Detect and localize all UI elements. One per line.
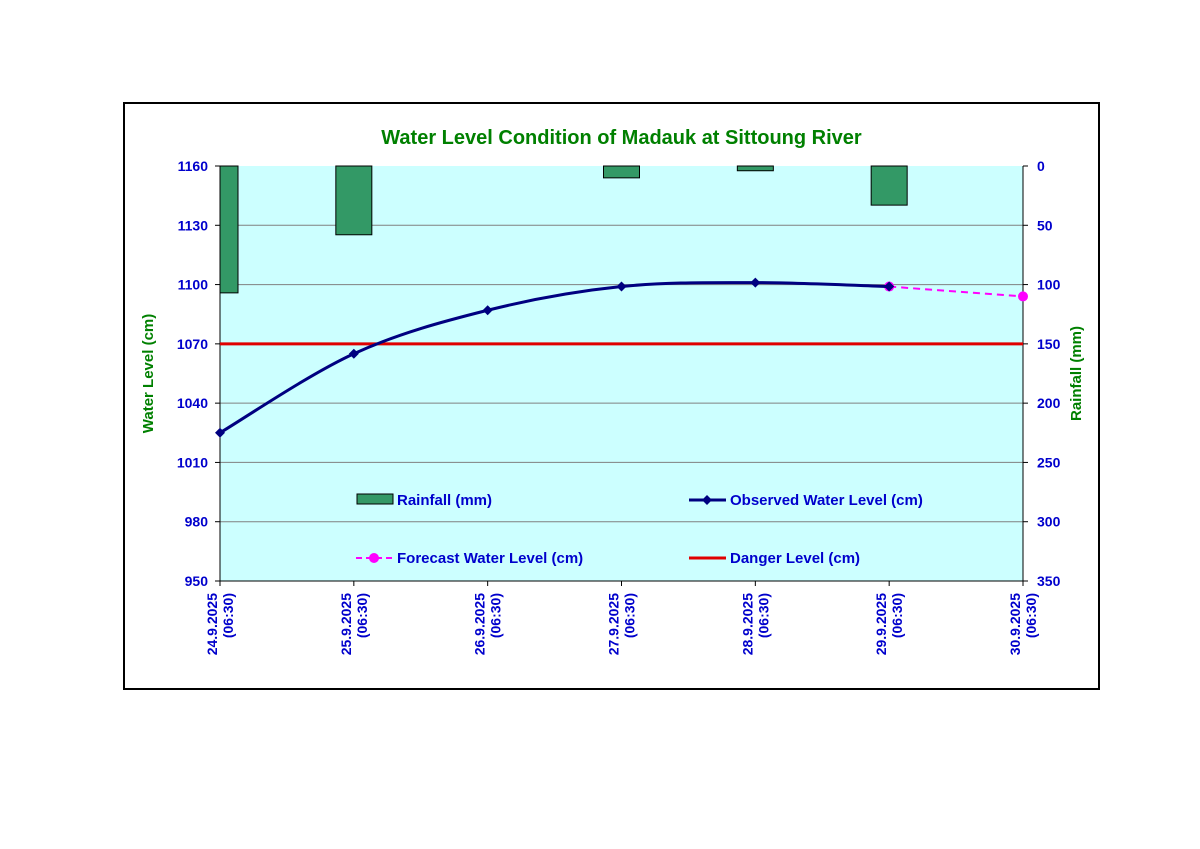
- left-tick-label: 1040: [177, 395, 208, 411]
- legend-observed-marker: [702, 495, 712, 505]
- chart-frame: Water Level Condition of Madauk at Sitto…: [123, 102, 1100, 690]
- observed-point: [215, 427, 225, 438]
- chart-title: Water Level Condition of Madauk at Sitto…: [381, 127, 862, 149]
- rainfall-bar: [870, 165, 908, 206]
- left-tick-label: 1160: [178, 158, 209, 174]
- rainfall-bar: [603, 165, 640, 179]
- left-tick-label: 1100: [178, 277, 209, 293]
- left-tick-label: 980: [185, 514, 209, 530]
- left-tick-label: 1130: [178, 217, 209, 233]
- rainfall-bar: [736, 165, 774, 172]
- x-tick-label: 25.9.2025(06:30): [338, 593, 370, 655]
- observed-line: [219, 281, 890, 435]
- x-tick-label: 30.9.2025(06:30): [1007, 593, 1039, 655]
- left-axis-title: Water Level (cm): [140, 314, 157, 433]
- left-tick-label: 950: [185, 573, 209, 589]
- x-tick-label: 26.9.2025(06:30): [472, 593, 504, 655]
- observed-point: [750, 277, 761, 288]
- forecast-point: [1018, 291, 1028, 302]
- right-tick-label: 50: [1037, 217, 1053, 233]
- observed-point: [616, 281, 627, 292]
- legend-danger-label: Danger Level (cm): [730, 550, 860, 567]
- rainfall-bar: [335, 165, 373, 236]
- x-tick-label: 29.9.2025(06:30): [873, 593, 905, 655]
- legend-rainfall-label: Rainfall (mm): [397, 492, 492, 509]
- water-level-chart: Water Level Condition of Madauk at Sitto…: [140, 127, 1085, 655]
- legend-forecast-marker: [369, 553, 379, 563]
- legend-rainfall-swatch: [356, 493, 394, 505]
- forecast-line: [889, 285, 1024, 298]
- right-tick-label: 0: [1037, 158, 1045, 174]
- observed-point: [482, 305, 493, 316]
- right-tick-label: 200: [1037, 395, 1061, 411]
- legend-forecast-label: Forecast Water Level (cm): [397, 550, 583, 567]
- x-tick-label: 28.9.2025(06:30): [739, 593, 771, 655]
- right-tick-label: 150: [1037, 336, 1061, 352]
- right-tick-label: 100: [1037, 277, 1061, 293]
- rainfall-bar: [219, 165, 239, 294]
- left-tick-label: 1070: [177, 336, 208, 352]
- x-tick-label: 24.9.2025(06:30): [204, 593, 236, 655]
- left-tick-label: 1010: [177, 454, 208, 470]
- right-tick-label: 300: [1037, 514, 1061, 530]
- observed-point: [348, 348, 359, 359]
- legend-observed-label: Observed Water Level (cm): [730, 492, 923, 509]
- right-tick-label: 350: [1037, 573, 1061, 589]
- x-tick-label: 27.9.2025(06:30): [606, 593, 638, 655]
- right-tick-label: 250: [1037, 454, 1061, 470]
- right-axis-title: Rainfall (mm): [1068, 326, 1085, 421]
- observed-point: [884, 281, 895, 292]
